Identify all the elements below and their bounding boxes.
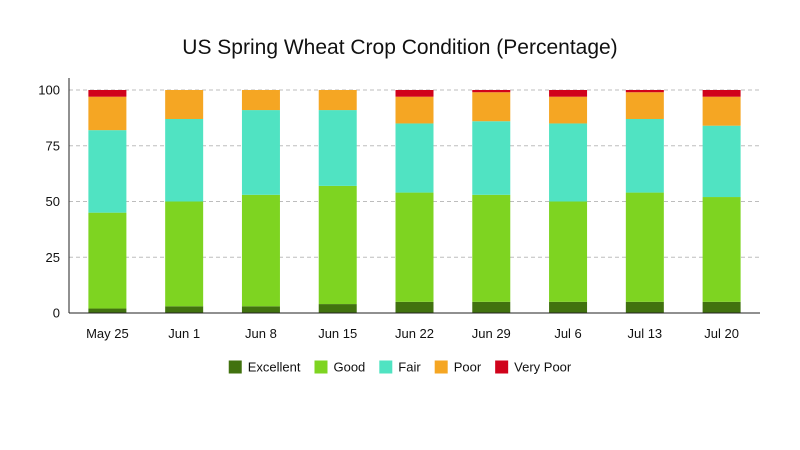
- legend: Excellent Good Fair Poor Very Poor: [228, 360, 572, 375]
- bar-segment-fair: [88, 130, 127, 213]
- bar-segment-poor: [318, 90, 357, 111]
- x-tick-label: Jun 8: [245, 326, 277, 341]
- bar-segment-excellent: [702, 301, 741, 313]
- bar-segment-good: [318, 185, 357, 305]
- x-tick-label: Jun 29: [472, 326, 511, 341]
- bar-segment-excellent: [395, 301, 434, 313]
- chart-title: US Spring Wheat Crop Condition (Percenta…: [182, 36, 617, 59]
- legend-swatch: [434, 360, 448, 374]
- bar-segment-excellent: [241, 306, 280, 313]
- bar-segment-excellent: [88, 308, 127, 313]
- legend-swatch: [228, 360, 242, 374]
- y-tick-label: 100: [38, 83, 60, 98]
- x-tick-label: Jul 6: [554, 326, 581, 341]
- legend-item: Good: [314, 360, 365, 375]
- bar-segment-excellent: [472, 301, 511, 313]
- axes-layer: [68, 78, 760, 314]
- bar-segment-fair: [241, 110, 280, 195]
- bar-segment-poor: [625, 92, 664, 119]
- bar-segment-very-poor: [395, 90, 434, 97]
- bar-segment-very-poor: [702, 90, 741, 97]
- legend-item: Excellent: [228, 360, 301, 375]
- bar-segment-fair: [549, 123, 588, 202]
- bar-segment-poor: [165, 90, 204, 119]
- x-tick-label: May 25: [86, 326, 129, 341]
- bar-segment-fair: [702, 125, 741, 198]
- x-tick-label: Jul 20: [704, 326, 739, 341]
- legend-swatch: [379, 360, 393, 374]
- x-tick-label: Jun 15: [318, 326, 357, 341]
- bar-segment-fair: [318, 110, 357, 186]
- bar-segment-poor: [88, 96, 127, 131]
- bar-segment-good: [702, 197, 741, 302]
- bar-segment-poor: [549, 96, 588, 124]
- legend-label: Good: [333, 360, 365, 375]
- bar-segment-good: [395, 192, 434, 302]
- bars-layer: [88, 90, 741, 313]
- legend-swatch: [314, 360, 328, 374]
- bar-segment-excellent: [318, 304, 357, 313]
- legend-swatch: [495, 360, 509, 374]
- bar-segment-good: [549, 201, 588, 302]
- bar-segment-good: [88, 212, 127, 309]
- bar-segment-good: [625, 192, 664, 302]
- y-tick-label: 75: [46, 138, 60, 153]
- bar-segment-fair: [472, 121, 511, 195]
- bar-segment-fair: [165, 118, 204, 202]
- legend-label: Fair: [398, 360, 421, 375]
- x-tick-label: Jun 22: [395, 326, 434, 341]
- bar-segment-excellent: [165, 306, 204, 313]
- legend-item: Fair: [379, 360, 421, 375]
- bar-segment-poor: [472, 92, 511, 122]
- bar-segment-very-poor: [549, 90, 588, 97]
- legend-label: Poor: [454, 360, 482, 375]
- legend-item: Very Poor: [495, 360, 572, 375]
- x-tick-label: Jun 1: [168, 326, 200, 341]
- bar-segment-excellent: [549, 301, 588, 313]
- legend-item: Poor: [434, 360, 482, 375]
- y-tick-label: 0: [53, 306, 60, 321]
- bar-segment-fair: [625, 118, 664, 193]
- y-tick-label: 50: [46, 194, 60, 209]
- y-tick-label: 25: [46, 250, 60, 265]
- legend-label: Excellent: [248, 360, 301, 375]
- bar-segment-poor: [241, 90, 280, 111]
- bar-segment-excellent: [625, 301, 664, 313]
- bar-segment-very-poor: [88, 90, 127, 97]
- bar-segment-very-poor: [472, 90, 511, 93]
- bar-segment-good: [165, 201, 204, 307]
- legend-label: Very Poor: [514, 360, 572, 375]
- bar-segment-very-poor: [625, 90, 664, 93]
- bar-segment-good: [241, 194, 280, 307]
- bar-segment-poor: [395, 96, 434, 124]
- x-tick-label: Jul 13: [627, 326, 662, 341]
- ticks-layer: 0 25 50 75 100 May 25 Jun 1 Jun 8 Jun 15 Jun 22 Ju…: [38, 83, 739, 342]
- bar-segment-good: [472, 194, 511, 302]
- bar-segment-fair: [395, 123, 434, 193]
- bar-segment-poor: [702, 96, 741, 126]
